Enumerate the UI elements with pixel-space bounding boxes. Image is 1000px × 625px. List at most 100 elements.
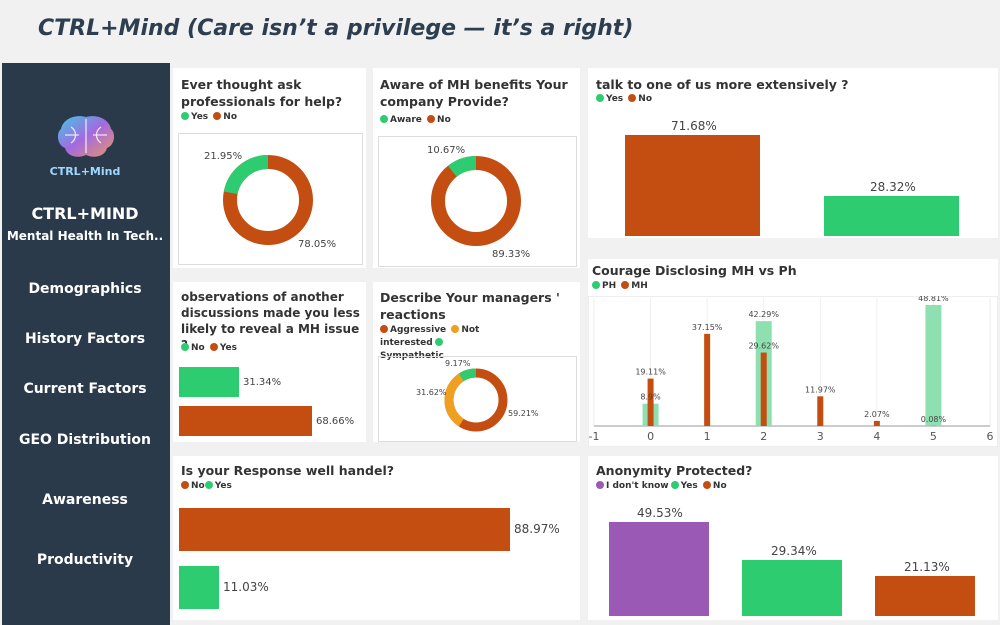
- pct-idk: 49.53%: [637, 506, 683, 520]
- pct-sympathetic: 9.17%: [445, 359, 471, 368]
- nav-geo-distribution[interactable]: GEO Distribution: [18, 432, 152, 448]
- legend-dot-no: [702, 481, 711, 489]
- legend-dot-ph: [592, 281, 600, 289]
- x-tick-label: 0: [647, 430, 654, 443]
- legend-dot-yes: [670, 481, 679, 489]
- legend-dot-aggressive: [380, 325, 388, 333]
- brain-logo-icon: [57, 116, 115, 157]
- legend-dot-no: [628, 94, 637, 102]
- legend: I don't know Yes No: [596, 481, 727, 491]
- x-tick-label: 3: [817, 430, 824, 443]
- card-title: Anonymity Protected?: [596, 463, 753, 478]
- donut-slice-aware: [431, 156, 521, 246]
- legend-dot-idk: [596, 481, 604, 489]
- nav-current-factors[interactable]: Current Factors: [23, 381, 147, 397]
- legend-dot-no: [181, 343, 189, 351]
- bar-mh: [873, 420, 880, 426]
- mh-data-label: 29.62%: [748, 342, 779, 351]
- legend-label: No: [712, 481, 727, 491]
- legend-label: Not interested: [380, 325, 480, 348]
- bar-mh: [817, 396, 824, 426]
- brand-subtitle: Mental Health In Tech..: [6, 229, 164, 243]
- bar-yes: [824, 196, 959, 236]
- legend-dot-sympathetic: [434, 338, 443, 346]
- legend: Yes No: [181, 112, 237, 122]
- donut-ask-help: [223, 155, 313, 245]
- legend-dot-mh: [621, 281, 630, 289]
- pct-yes: 28.32%: [870, 180, 916, 194]
- mh-data-label: 37.15%: [692, 323, 723, 332]
- legend-dot-yes: [204, 481, 213, 489]
- pct-yes: 68.66%: [316, 416, 355, 427]
- legend-label: No: [638, 94, 653, 104]
- mh-data-label: 11.97%: [805, 385, 836, 394]
- nav-demographics[interactable]: Demographics: [28, 281, 142, 297]
- mh-data-label: 0.08%: [921, 415, 947, 424]
- nav-awareness[interactable]: Awareness: [42, 492, 128, 508]
- legend-label: I don't know: [606, 481, 669, 491]
- bar-no: [179, 508, 510, 551]
- bar-ph: [925, 304, 942, 426]
- card-title: Courage Disclosing MH vs Ph: [592, 263, 797, 278]
- legend-dot-no: [427, 115, 436, 123]
- pct-aware: 10.67%: [427, 145, 466, 156]
- bar-mh: [760, 352, 767, 426]
- legend: No Yes: [181, 343, 237, 353]
- legend: Aware No: [380, 115, 451, 125]
- donut-slice-yes: [223, 155, 313, 245]
- bar-idk: [609, 522, 709, 616]
- donut-slice-sympathetic: [444, 368, 508, 432]
- chart-frame: [378, 356, 577, 442]
- pct-yes: 11.03%: [223, 580, 269, 594]
- pct-no: 88.97%: [514, 522, 560, 536]
- legend-dot-yes: [209, 343, 218, 351]
- legend-label: MH: [631, 281, 648, 291]
- x-tick-label: -1: [589, 430, 600, 443]
- pct-no: 71.68%: [671, 119, 717, 133]
- dashboard-title: CTRL+Mind (Care isn’t a privilege — it’s…: [38, 16, 634, 41]
- legend: Yes No: [596, 94, 652, 104]
- card-managers: [373, 282, 580, 442]
- legend-label: No: [223, 112, 238, 122]
- legend-dot-yes: [596, 94, 604, 102]
- pct-not-interested: 31.62%: [416, 388, 447, 397]
- chart-frame: [378, 136, 577, 267]
- legend-dot-no: [213, 112, 222, 120]
- x-tick-label: 5: [930, 430, 937, 443]
- legend-label: Aggressive: [390, 325, 447, 335]
- legend-label: Yes: [680, 481, 698, 491]
- pct-aggressive: 59.21%: [508, 409, 539, 418]
- mh-data-label: 19.11%: [635, 368, 666, 377]
- pct-no: 21.13%: [904, 560, 950, 574]
- sidebar: [2, 63, 170, 625]
- legend-dot-yes: [181, 112, 189, 120]
- bar-mh: [704, 333, 711, 426]
- donut-aware: [431, 156, 521, 246]
- courage-chart: -1 0 1 2 3 4 5 6 19.11% 37.15% 29.62% 11.97% 2.07% 0.…: [588, 296, 998, 447]
- pct-no: 31.34%: [243, 377, 282, 388]
- nav-history-factors[interactable]: History Factors: [24, 331, 146, 347]
- ph-data-label: 48.81%: [918, 296, 949, 303]
- bar-yes: [179, 566, 219, 609]
- legend-label: No: [191, 343, 205, 353]
- ph-data-label: 42.29%: [748, 310, 779, 319]
- legend: No Yes: [181, 481, 232, 491]
- pct-no: 89.33%: [492, 249, 531, 260]
- chart-frame: [178, 133, 363, 265]
- card-title: observations of another discussions made…: [181, 290, 360, 352]
- bar-yes: [179, 406, 312, 436]
- legend-dot-not-interested: [451, 325, 460, 333]
- nav-productivity[interactable]: Productivity: [36, 552, 134, 568]
- legend-dot-aware: [380, 115, 388, 123]
- legend-label: Yes: [606, 94, 624, 104]
- pct-no: 78.05%: [298, 239, 337, 250]
- ph-data-label: 8.9%: [640, 393, 661, 402]
- legend-label: Yes: [214, 481, 232, 491]
- card-title: Is your Response well handel?: [181, 463, 394, 478]
- x-tick-label: 2: [760, 430, 767, 443]
- donut-managers: [444, 368, 508, 432]
- bar-no: [875, 576, 975, 616]
- legend: PH MH: [592, 281, 648, 291]
- x-tick-label: 1: [704, 430, 711, 443]
- legend-label: No: [191, 481, 205, 491]
